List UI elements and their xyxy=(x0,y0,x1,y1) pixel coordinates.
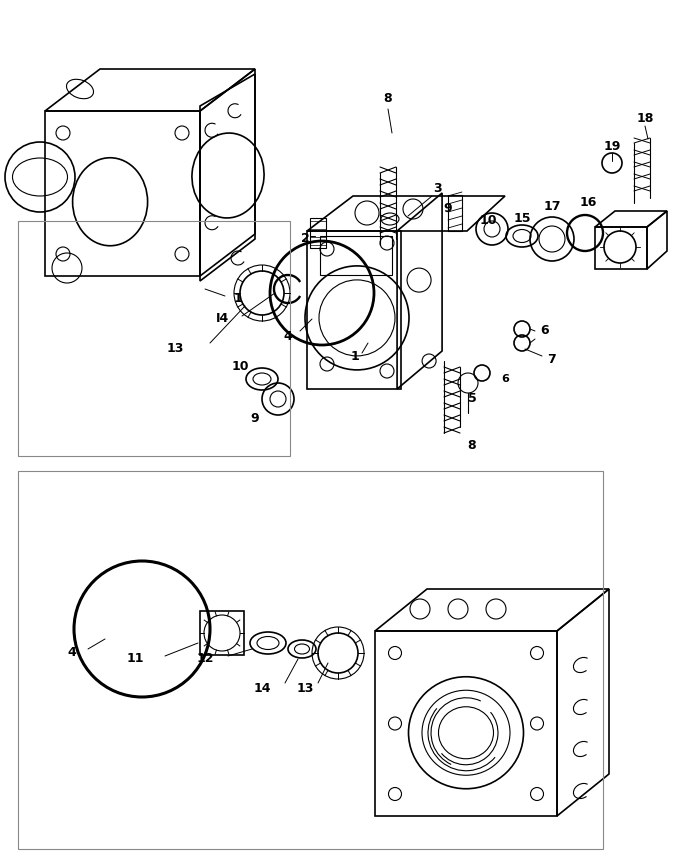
Bar xyxy=(448,195,462,231)
Text: 17: 17 xyxy=(543,200,560,213)
Bar xyxy=(310,218,326,248)
Text: I4: I4 xyxy=(215,313,229,325)
Text: 1: 1 xyxy=(351,350,360,362)
Text: 18: 18 xyxy=(636,113,654,126)
Text: 4: 4 xyxy=(67,647,76,660)
Bar xyxy=(307,231,401,389)
Text: 6: 6 xyxy=(501,374,509,384)
Text: 5: 5 xyxy=(468,393,477,406)
Bar xyxy=(200,611,244,655)
Text: 1: 1 xyxy=(234,293,242,306)
Text: 12: 12 xyxy=(196,653,214,666)
Bar xyxy=(45,111,200,276)
Text: 9: 9 xyxy=(251,412,259,425)
Text: 2: 2 xyxy=(300,232,309,245)
Text: 6: 6 xyxy=(541,325,550,338)
Text: 11: 11 xyxy=(126,653,144,666)
Bar xyxy=(18,221,290,456)
Text: 13: 13 xyxy=(166,343,184,356)
Text: 14: 14 xyxy=(253,683,271,696)
Bar xyxy=(375,631,557,816)
Text: 15: 15 xyxy=(513,213,530,226)
Text: 3: 3 xyxy=(434,183,443,195)
Text: 8: 8 xyxy=(383,92,392,106)
Text: 13: 13 xyxy=(296,683,314,696)
Bar xyxy=(18,471,603,849)
Bar xyxy=(595,227,647,269)
Text: 10: 10 xyxy=(479,214,496,227)
Text: 4: 4 xyxy=(283,330,292,343)
Text: 7: 7 xyxy=(548,352,556,366)
Text: 16: 16 xyxy=(580,196,597,209)
Text: 10: 10 xyxy=(232,360,249,373)
Text: 8: 8 xyxy=(468,439,476,453)
Text: 9: 9 xyxy=(444,202,452,215)
Bar xyxy=(320,236,392,276)
Text: 19: 19 xyxy=(603,139,620,152)
